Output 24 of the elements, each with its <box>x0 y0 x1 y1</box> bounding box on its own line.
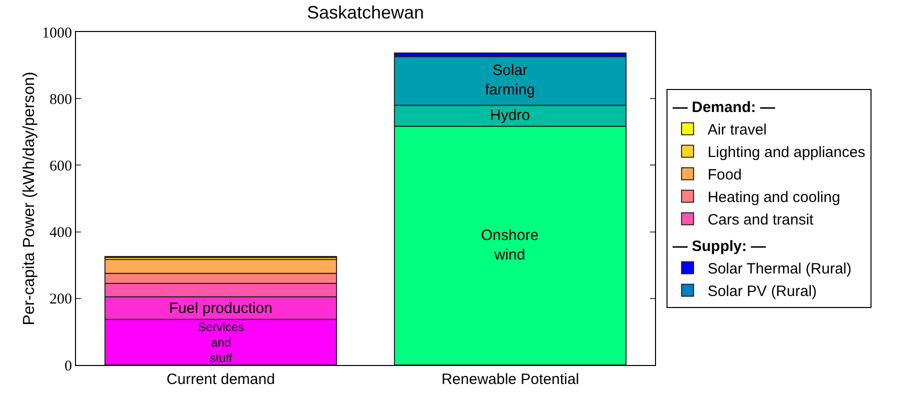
series-label: Hydro <box>490 107 530 124</box>
series-label: Fuel production <box>169 300 272 317</box>
y-tick-label: 1000 <box>42 25 72 42</box>
legend-label: Lighting and appliances <box>708 144 866 162</box>
x-tick-label: Current demand <box>166 371 275 388</box>
series-label: Onshore wind <box>481 227 539 264</box>
series-label: Services and stuff <box>198 320 244 366</box>
y-tick-label: 200 <box>50 292 72 308</box>
y-tick-label: 400 <box>50 225 72 242</box>
legend-label: Cars and transit <box>708 212 814 229</box>
y-tick-label: 600 <box>50 158 72 174</box>
chart-title: Saskatchewan <box>306 2 424 23</box>
legend-label: Heating and cooling <box>708 189 840 206</box>
y-tick-label: 0 <box>64 358 72 374</box>
y-axis-title: Per-capita Power (kWh/day/person) <box>21 72 38 326</box>
legend-label: Air travel <box>708 122 767 139</box>
y-tick-label: 800 <box>50 92 72 108</box>
x-tick-label: Renewable Potential <box>441 371 580 388</box>
text: — Supply: — <box>672 238 766 256</box>
legend-label: Food <box>708 166 742 184</box>
legend-label: Solar PV (Rural) <box>708 283 817 300</box>
legend-label: Solar Thermal (Rural) <box>708 260 852 278</box>
text: — Demand: — <box>672 99 776 116</box>
series-label: Solar farming <box>485 62 536 98</box>
